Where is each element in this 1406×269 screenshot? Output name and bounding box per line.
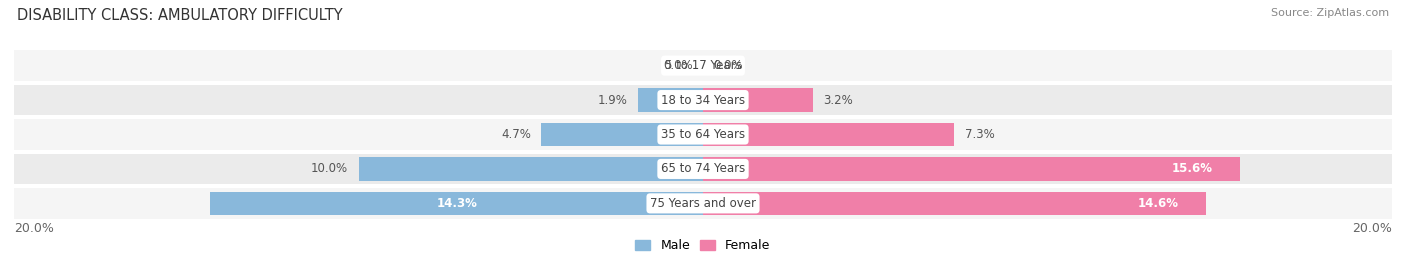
Text: 14.6%: 14.6% (1137, 197, 1178, 210)
Text: 18 to 34 Years: 18 to 34 Years (661, 94, 745, 107)
Text: DISABILITY CLASS: AMBULATORY DIFFICULTY: DISABILITY CLASS: AMBULATORY DIFFICULTY (17, 8, 343, 23)
Text: 0.0%: 0.0% (713, 59, 742, 72)
Text: 10.0%: 10.0% (311, 162, 349, 175)
Text: 15.6%: 15.6% (1171, 162, 1213, 175)
Text: 1.9%: 1.9% (598, 94, 627, 107)
Bar (359, 157, 703, 181)
Text: Source: ZipAtlas.com: Source: ZipAtlas.com (1271, 8, 1389, 18)
Text: 7.3%: 7.3% (965, 128, 994, 141)
Bar (703, 157, 1240, 181)
Bar (14, 188, 1392, 218)
Text: 75 Years and over: 75 Years and over (650, 197, 756, 210)
Bar (637, 88, 703, 112)
Text: 35 to 64 Years: 35 to 64 Years (661, 128, 745, 141)
Bar (14, 51, 1392, 81)
Bar (211, 192, 703, 215)
Text: 4.7%: 4.7% (501, 128, 531, 141)
Text: 14.3%: 14.3% (436, 197, 477, 210)
Text: 0.0%: 0.0% (664, 59, 693, 72)
Bar (14, 85, 1392, 115)
Text: 5 to 17 Years: 5 to 17 Years (665, 59, 741, 72)
Text: 3.2%: 3.2% (824, 94, 853, 107)
Bar (14, 119, 1392, 150)
Text: 20.0%: 20.0% (1353, 222, 1392, 235)
Text: 65 to 74 Years: 65 to 74 Years (661, 162, 745, 175)
Bar (703, 88, 813, 112)
Legend: Male, Female: Male, Female (636, 239, 770, 252)
Bar (703, 123, 955, 146)
Bar (703, 192, 1206, 215)
Text: 20.0%: 20.0% (14, 222, 53, 235)
Bar (14, 154, 1392, 184)
Bar (541, 123, 703, 146)
